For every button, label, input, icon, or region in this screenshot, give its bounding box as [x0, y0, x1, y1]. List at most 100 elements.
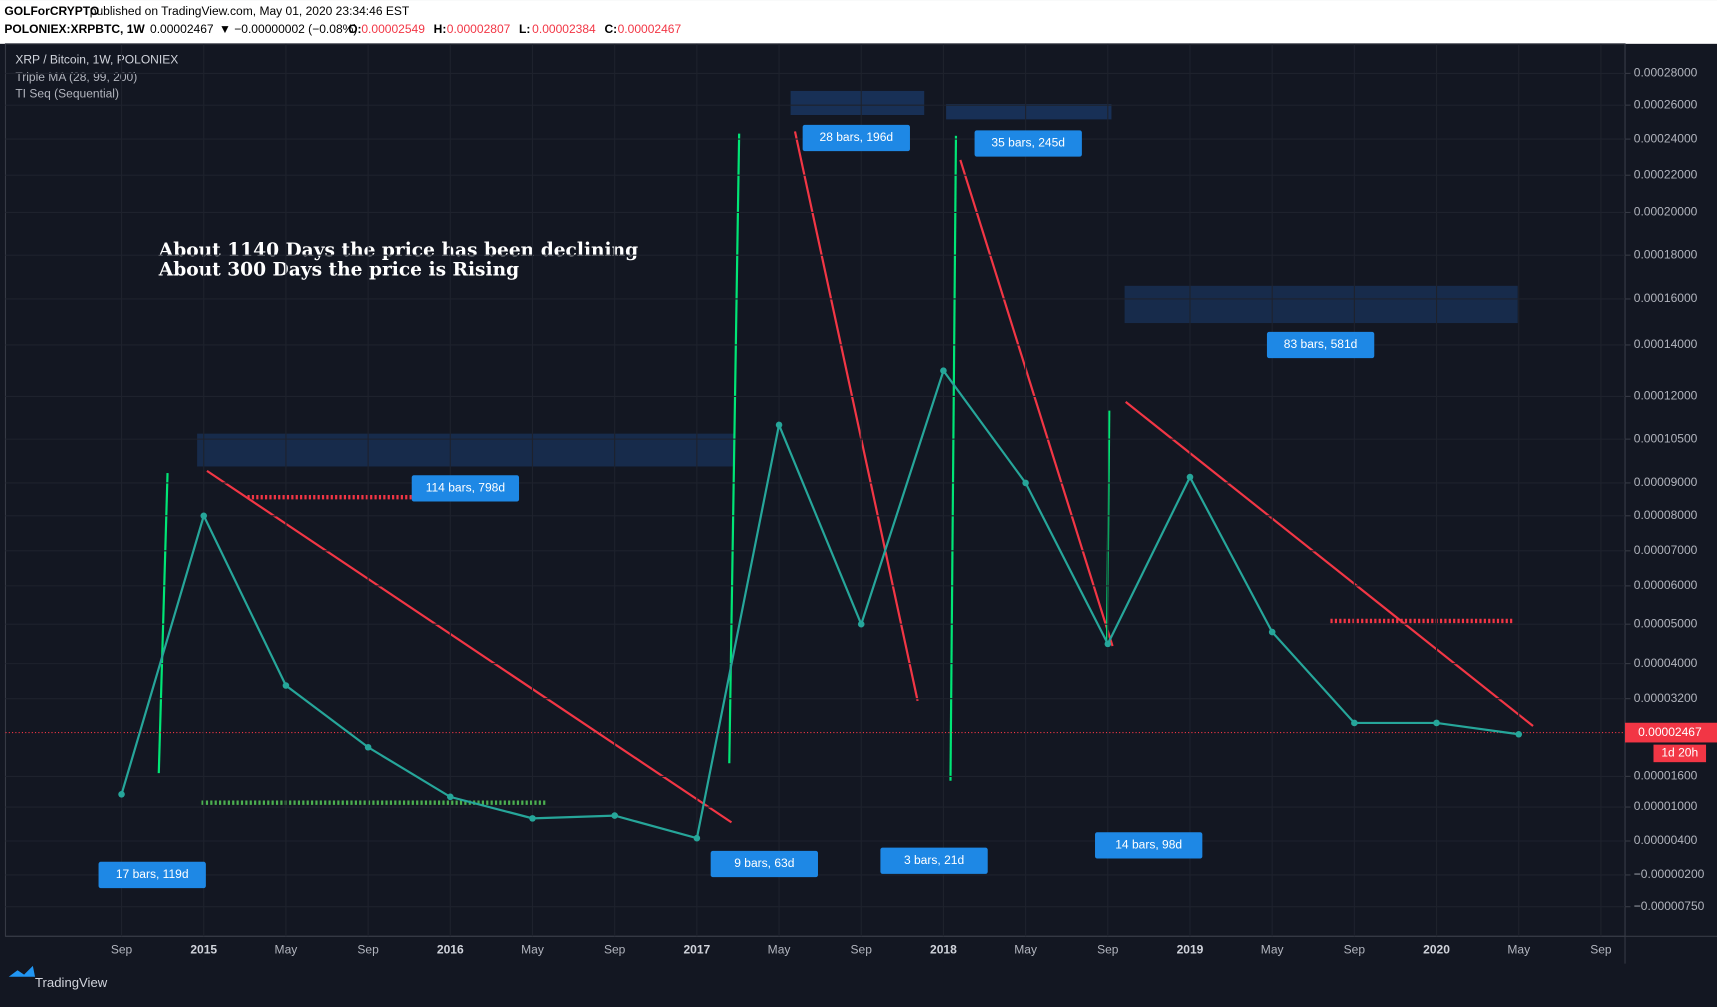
x-tick-label: Sep: [111, 943, 133, 957]
published: published on TradingView.com, May 01, 20…: [90, 4, 410, 18]
range-box: [710, 850, 818, 878]
price-point: [118, 790, 125, 798]
price-point: [1186, 473, 1194, 481]
ohlc-value: 0.00002384: [532, 22, 596, 36]
x-tick-label: 2020: [1423, 943, 1450, 957]
range-label: 3 bars, 21d: [904, 853, 964, 867]
y-tick-label: 0.00018000: [1634, 247, 1698, 261]
brand: TradingView: [35, 975, 108, 990]
range-box: [411, 475, 520, 502]
range-box: [974, 130, 1082, 157]
y-tick-label: 0.00009000: [1634, 475, 1698, 489]
y-tick-label: 0.00022000: [1634, 167, 1698, 181]
annotation: About 1140 Days the price has been decli…: [158, 240, 638, 261]
y-tick-label: 0.00008000: [1634, 508, 1698, 522]
x-tick-label: May: [1014, 943, 1037, 957]
price-point: [1433, 719, 1440, 727]
y-tick-label: −0.00000750: [1634, 899, 1705, 913]
price-line: [120, 368, 1519, 840]
price-point: [1351, 719, 1358, 727]
annotation: About 300 Days the price is Rising: [158, 259, 519, 280]
y-tick-label: 0.00005000: [1634, 616, 1698, 630]
last-price-label: 0.00002467: [1638, 725, 1702, 739]
indicator: TI Seq (Sequential): [15, 86, 119, 100]
chart-title: XRP / Bitcoin, 1W, POLONIEX: [15, 52, 178, 66]
x-tick-label: May: [768, 943, 791, 957]
y-tick-label: 0.00000400: [1634, 833, 1698, 847]
ohlc: O: 0.00002549 H: 0.00002807 L: 0.00002384 C: 0.…: [348, 22, 681, 36]
x-tick-label: 2019: [1177, 943, 1204, 957]
range-box: [1095, 832, 1203, 859]
x-tick-label: Sep: [357, 943, 379, 957]
price-point: [1104, 640, 1112, 648]
x-tick-label: 2018: [930, 943, 957, 957]
x-tick-label: 2016: [437, 943, 464, 957]
y-tick-label: 0.00006000: [1634, 578, 1698, 592]
y-tick-label: 0.00014000: [1634, 337, 1698, 351]
price: 0.00002467: [150, 22, 214, 36]
range-label: 17 bars, 119d: [116, 867, 189, 881]
y-tick-label: 0.00010500: [1634, 431, 1698, 445]
y-tick-label: 0.00003200: [1634, 691, 1698, 705]
range-label: 28 bars, 196d: [820, 130, 894, 144]
logo: [8, 965, 36, 977]
countdown: 1d 20h: [1661, 746, 1698, 760]
price-point: [693, 834, 701, 842]
countdown-box: [1653, 744, 1707, 763]
price-point: [282, 682, 290, 689]
y-tick-label: 0.00028000: [1634, 66, 1698, 80]
range-box: [1266, 331, 1375, 359]
x-tick-label: May: [521, 943, 544, 957]
ohlc-label: O:: [348, 22, 361, 36]
range-label: 114 bars, 798d: [426, 481, 505, 495]
x-tick-label: 2017: [683, 943, 710, 957]
price-point: [1022, 479, 1029, 487]
price-point: [1268, 628, 1276, 636]
symbol: POLONIEX:XRPBTC, 1W: [4, 22, 145, 36]
range-box: [802, 124, 910, 152]
price-point: [857, 620, 865, 628]
y-tick-label: 0.00020000: [1634, 205, 1698, 219]
price-point: [447, 793, 454, 801]
header-bg: [0, 0, 1717, 44]
x-tick-label: Sep: [1590, 943, 1612, 957]
range-label: 9 bars, 63d: [734, 856, 794, 870]
price-point: [611, 812, 618, 819]
range-label: 83 bars, 581d: [1284, 337, 1358, 351]
x-tick-label: May: [275, 943, 298, 957]
y-tick-label: 0.00001000: [1634, 799, 1698, 813]
range-label: 35 bars, 245d: [991, 136, 1065, 150]
y-tick-label: 0.00024000: [1634, 131, 1698, 145]
range-box: [880, 847, 988, 874]
y-tick-label: −0.00000200: [1634, 867, 1705, 881]
y-tick-label: 0.00001600: [1634, 769, 1698, 783]
y-tick-label: 0.00016000: [1634, 291, 1698, 305]
last-price-box: [1625, 722, 1717, 743]
price-point: [364, 743, 372, 751]
range-label: 14 bars, 98d: [1115, 838, 1182, 852]
x-tick-label: Sep: [851, 943, 873, 957]
indicator: Triple MA (28, 99, 200): [15, 70, 137, 84]
range-box: [98, 861, 206, 889]
x-tick-label: Sep: [1344, 943, 1366, 957]
ohlc-value: 0.00002549: [361, 22, 425, 36]
x-tick-label: May: [1507, 943, 1530, 957]
x-tick-label: May: [1261, 943, 1284, 957]
price-point: [775, 421, 783, 429]
y-tick-label: 0.00004000: [1634, 656, 1698, 670]
ohlc-label: C:: [604, 22, 617, 36]
y-tick-label: 0.00007000: [1634, 543, 1698, 557]
ohlc-value: 0.00002807: [447, 22, 511, 36]
price-point: [200, 512, 208, 520]
x-tick-label: Sep: [1097, 943, 1119, 957]
plot-area: [4, 43, 1626, 937]
ohlc-label: L:: [519, 22, 530, 36]
price-point: [529, 815, 536, 822]
y-tick-label: 0.00012000: [1634, 389, 1698, 403]
x-tick-label: Sep: [604, 943, 626, 957]
ohlc-value: 0.00002467: [618, 22, 682, 36]
y-tick-label: 0.00026000: [1634, 97, 1698, 111]
ohlc-label: H:: [434, 22, 447, 36]
x-tick-label: 2015: [190, 943, 217, 957]
